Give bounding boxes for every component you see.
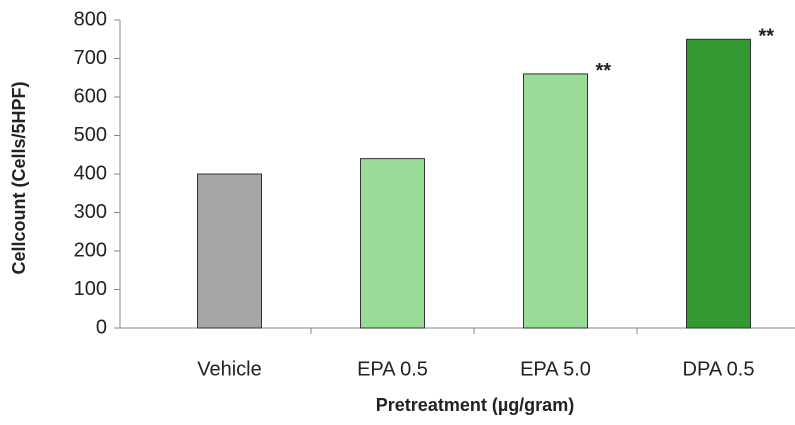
y-tick-label: 100 (74, 278, 107, 300)
y-tick-label: 800 (74, 8, 107, 30)
y-tick-label: 500 (74, 124, 107, 146)
x-tick-label: EPA 0.5 (357, 358, 428, 380)
y-tick-label: 200 (74, 239, 107, 261)
y-tick-label: 400 (74, 162, 107, 184)
annotation: ** (596, 60, 612, 82)
annotation: ** (759, 26, 775, 48)
x-axis-title: Pretreatment (µg/gram) (376, 395, 574, 415)
bar (686, 38, 751, 329)
bar (523, 73, 588, 329)
y-axis-title: Cellcount (Cells/5HPF) (9, 81, 29, 274)
x-tick-label: DPA 0.5 (683, 358, 755, 380)
y-tick-label: 600 (74, 85, 107, 107)
y-tick-label: 700 (74, 47, 107, 69)
x-tick-label: EPA 5.0 (520, 358, 591, 380)
y-tick-label: 0 (96, 316, 107, 338)
y-tick-label: 300 (74, 201, 107, 223)
x-tick-label: Vehicle (197, 358, 262, 380)
bar (197, 173, 262, 329)
bar (360, 158, 425, 329)
